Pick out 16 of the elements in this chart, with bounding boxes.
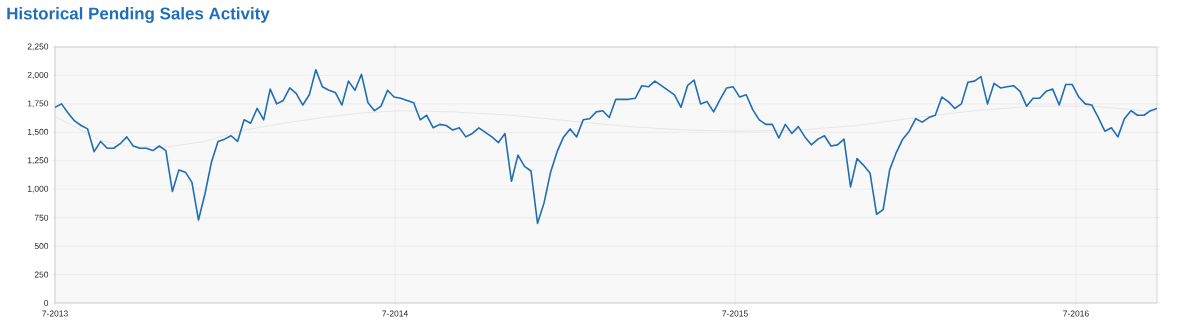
line-series bbox=[55, 105, 1158, 148]
x-tick-label: 7-2013 bbox=[42, 310, 68, 317]
chart-title: Historical Pending Sales Activity bbox=[7, 7, 270, 23]
x-tick-label: 7-2014 bbox=[382, 310, 408, 317]
x-tick-label: 7-2016 bbox=[1063, 310, 1089, 317]
y-tick-label: 250 bbox=[34, 271, 49, 278]
y-tick-label: 750 bbox=[34, 214, 49, 221]
y-tick-label: 0 bbox=[44, 300, 49, 306]
y-tick-label: 1,500 bbox=[27, 128, 49, 136]
x-tick-label: 7-2015 bbox=[722, 310, 748, 317]
y-tick-label: 500 bbox=[34, 243, 49, 250]
y-tick-label: 1,000 bbox=[27, 185, 49, 193]
y-tick-label: 1,250 bbox=[27, 157, 49, 165]
y-tick-label: 2,000 bbox=[27, 71, 49, 79]
y-tick-label: 1,750 bbox=[27, 100, 49, 108]
y-tick-label: 2,250 bbox=[27, 43, 49, 51]
